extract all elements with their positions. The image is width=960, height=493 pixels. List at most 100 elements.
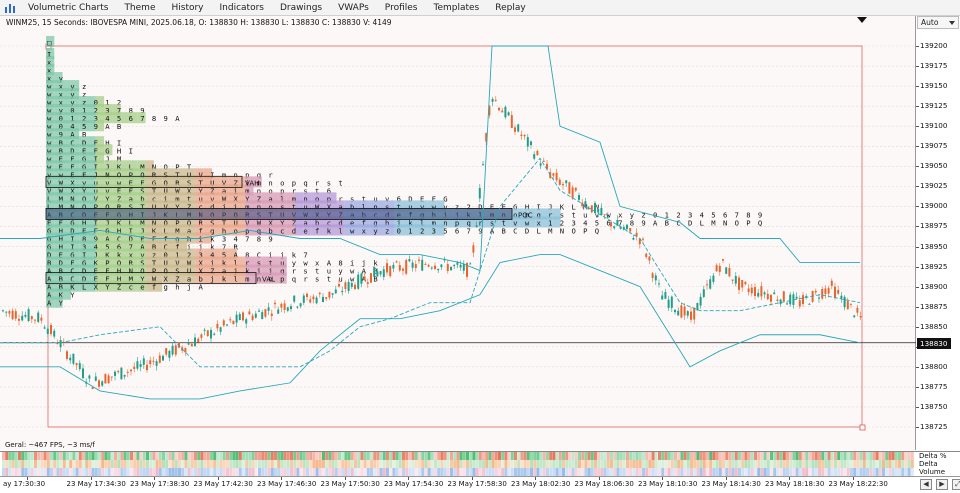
candle-body <box>43 327 46 329</box>
tpo-cell <box>54 168 63 180</box>
volume-bar <box>5 468 9 476</box>
tpo-cell <box>162 184 171 196</box>
delta-pct-bar <box>418 452 421 460</box>
tpo-cell <box>79 96 88 108</box>
delta-bar <box>62 460 66 468</box>
menu-vwaps[interactable]: VWAPs <box>338 2 369 13</box>
tpo-cell <box>46 112 55 124</box>
candle-body <box>744 281 747 285</box>
candle-body <box>411 262 414 268</box>
volume-bar <box>331 468 335 476</box>
tpo-cell <box>104 280 113 292</box>
tpo-cell <box>195 256 204 268</box>
tpo-cell <box>170 200 179 212</box>
tpo-cell <box>54 176 63 188</box>
volume-bar <box>21 468 25 476</box>
volume-bar <box>341 468 345 476</box>
delta-bar <box>693 460 697 468</box>
tpo-cell <box>120 248 129 260</box>
delta-bar <box>578 460 581 468</box>
candle-body <box>46 328 49 334</box>
candle-body <box>731 279 734 281</box>
candle-body <box>306 293 308 297</box>
candle-body <box>318 292 321 295</box>
tpo-cell <box>62 160 71 172</box>
menu-volumetric-charts[interactable]: Volumetric Charts <box>28 2 109 13</box>
delta-bar <box>856 460 860 468</box>
delta-pct-bar <box>888 452 892 460</box>
time-axis[interactable]: ay 17:30:30 23 May 17:34:30 23 May 17:38:3… <box>0 476 960 493</box>
fit-chart-button[interactable]: ⤢ <box>952 479 960 490</box>
tpo-cell <box>378 216 387 228</box>
candle-body <box>734 275 737 284</box>
volume-bar <box>354 468 357 476</box>
volume-bar <box>466 468 469 476</box>
delta-pct-bar <box>872 452 876 460</box>
scroll-left-button[interactable]: ◀ <box>920 479 932 490</box>
tpo-cell <box>46 240 55 252</box>
tpo-cell <box>228 176 237 188</box>
tpo-cell <box>286 216 295 228</box>
tpo-cell <box>386 200 395 212</box>
delta-pct-bar <box>296 452 300 460</box>
tpo-cell <box>54 120 63 132</box>
delta-bar <box>395 460 399 468</box>
delta-pct-bar <box>667 452 671 460</box>
delta-pct-bar <box>139 452 143 460</box>
tpo-cell <box>104 264 113 276</box>
tpo-cell <box>137 216 146 228</box>
delta-pct-bar <box>408 452 412 460</box>
delta-bar <box>238 460 242 468</box>
tpo-cell <box>79 184 88 196</box>
delta-pct-bar <box>286 452 290 460</box>
delta-bar <box>360 460 364 468</box>
delta-pct-bar <box>107 452 111 460</box>
candle-body <box>370 273 372 283</box>
delta-bar <box>622 460 626 468</box>
tpo-cell <box>70 280 80 292</box>
delta-bar <box>843 460 847 468</box>
tpo-cell <box>145 176 154 188</box>
scroll-right-button[interactable]: ▶ <box>936 479 948 490</box>
poc-row-outline <box>45 207 513 220</box>
menu-drawings[interactable]: Drawings <box>279 2 323 13</box>
menu-templates[interactable]: Templates <box>433 2 480 13</box>
scale-mode-select[interactable]: Auto <box>917 16 959 29</box>
volume-bar <box>731 468 735 476</box>
time-label: 23 May 17:58:30 <box>447 480 507 488</box>
volume-bar <box>46 468 50 476</box>
candle-body <box>382 269 385 277</box>
menu-replay[interactable]: Replay <box>495 2 526 13</box>
tpo-cell <box>54 264 63 276</box>
range-handle-bottom[interactable] <box>859 424 866 431</box>
delta-pct-bar <box>274 452 277 460</box>
price-axis[interactable]: Auto 139200 139175 139150 139125 139100 13907… <box>916 16 960 450</box>
delta-bar <box>296 460 300 468</box>
delta-pct-bar <box>261 452 265 460</box>
tpo-cell <box>46 280 55 292</box>
candle-body <box>222 320 225 326</box>
delta-volume-indicator <box>0 451 916 476</box>
tpo-cell <box>369 224 378 236</box>
candle-body <box>760 286 763 297</box>
delta-pct-bar <box>885 452 889 460</box>
candle-body <box>302 295 305 303</box>
delta-bar <box>373 460 377 468</box>
menu-profiles[interactable]: Profiles <box>384 2 418 13</box>
delta-bar <box>139 460 143 468</box>
tpo-cell <box>120 264 129 276</box>
vah-row-outline <box>45 175 243 188</box>
time-tick <box>408 477 409 480</box>
candle-body <box>558 179 561 185</box>
delta-pct-bar <box>459 452 463 460</box>
menu-theme[interactable]: Theme <box>124 2 156 13</box>
menu-history[interactable]: History <box>171 2 204 13</box>
delta-bar <box>635 460 639 468</box>
menu-indicators[interactable]: Indicators <box>219 2 264 13</box>
delta-bar <box>174 460 178 468</box>
tpo-cell <box>62 288 71 300</box>
collapse-caret-icon[interactable] <box>857 17 867 23</box>
tpo-cell <box>79 216 88 228</box>
